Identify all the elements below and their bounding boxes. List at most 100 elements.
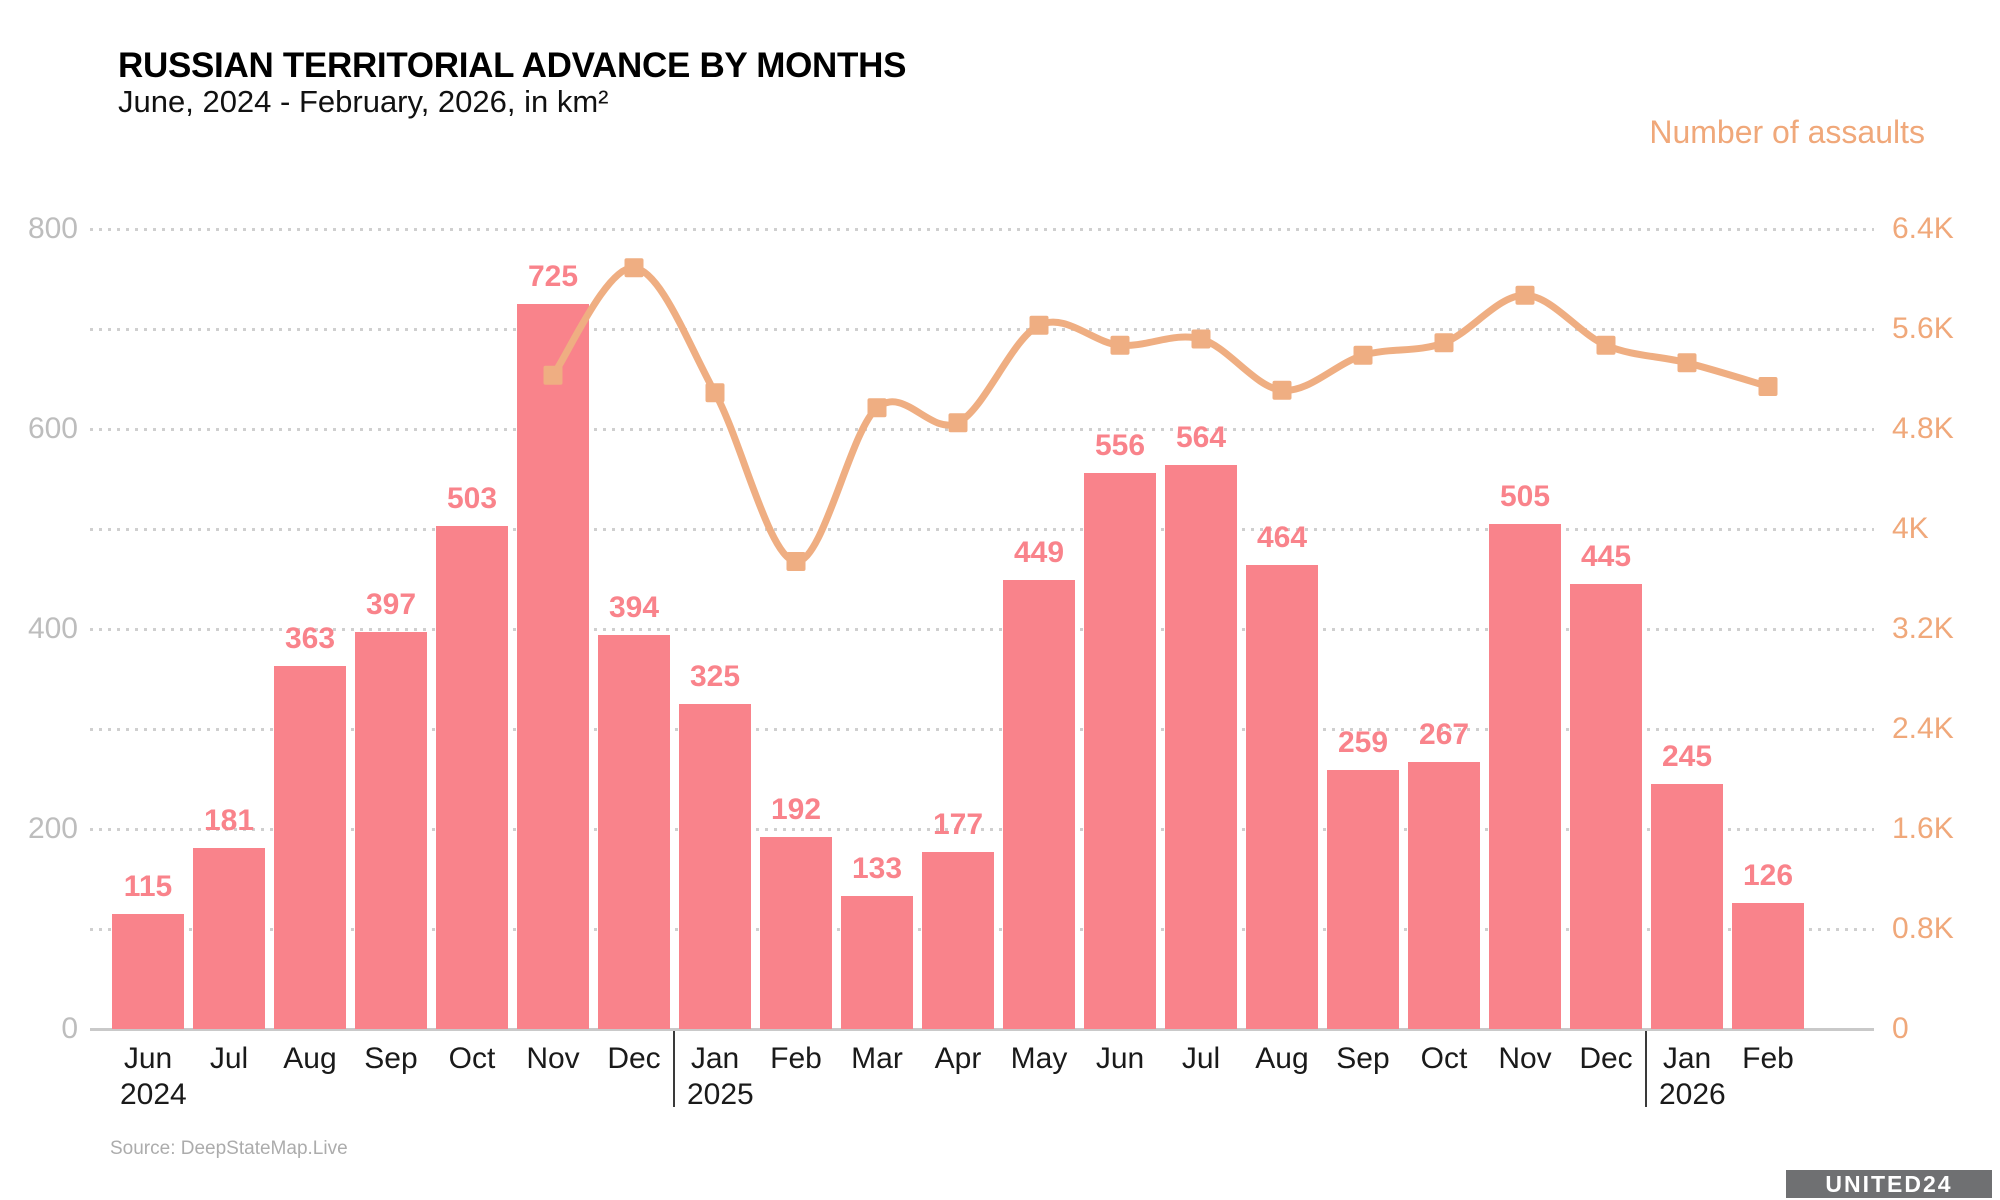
x-axis-baseline xyxy=(90,1028,1874,1031)
assaults-line-marker xyxy=(867,398,887,418)
x-axis-month-label: Dec xyxy=(607,1042,661,1075)
x-axis-year-label: 2025 xyxy=(687,1078,754,1111)
x-axis-month-label: Feb xyxy=(770,1042,822,1075)
bar-value-label: 449 xyxy=(1013,536,1065,569)
grid-line xyxy=(90,528,1874,531)
assaults-line-marker xyxy=(1353,345,1373,365)
bar xyxy=(598,635,670,1029)
bar xyxy=(517,304,589,1029)
bar xyxy=(1003,580,1075,1029)
bar xyxy=(841,896,913,1029)
x-axis-month-label: May xyxy=(1010,1042,1068,1075)
x-axis-month-label: Jan xyxy=(1662,1042,1712,1075)
right-axis-tick-label: 4.8K xyxy=(1892,412,1954,445)
x-axis-month-label: Nov xyxy=(1498,1042,1552,1075)
bar-value-label: 267 xyxy=(1418,718,1470,751)
x-axis-year-label: 2026 xyxy=(1659,1078,1726,1111)
bar-value-label: 725 xyxy=(527,260,579,293)
bar-value-label: 177 xyxy=(932,808,984,841)
grid-line xyxy=(90,828,1874,831)
x-axis-month-label: Aug xyxy=(1255,1042,1309,1075)
bar-value-label: 115 xyxy=(123,870,173,903)
right-axis-tick-label: 3.2K xyxy=(1892,612,1954,645)
source-note: Source: DeepStateMap.Live xyxy=(110,1138,348,1159)
left-axis-tick-label: 400 xyxy=(27,612,78,645)
x-axis-month-label: Jun xyxy=(123,1042,173,1075)
assaults-line-marker xyxy=(786,552,806,571)
bar-value-label: 126 xyxy=(1742,859,1794,892)
bar-value-label: 564 xyxy=(1175,421,1227,454)
bar-value-label: 181 xyxy=(203,804,255,837)
bar xyxy=(1489,524,1561,1029)
grid-line xyxy=(90,228,1874,231)
bar xyxy=(1327,770,1399,1029)
assaults-line-marker xyxy=(1515,285,1535,305)
x-axis-month-label: Sep xyxy=(1336,1042,1390,1075)
x-axis-month-label: Oct xyxy=(1420,1042,1468,1075)
assaults-line xyxy=(549,264,1772,565)
assaults-line-marker xyxy=(1596,335,1616,355)
bar-value-label: 133 xyxy=(851,852,903,885)
bar-value-label: 394 xyxy=(608,591,660,624)
right-axis-tick-label: 0.8K xyxy=(1892,912,1954,945)
bar-value-label: 445 xyxy=(1580,540,1632,573)
x-axis-month-label: Sep xyxy=(364,1042,418,1075)
united24-logo-text: UNITED24 xyxy=(1825,1170,1953,1197)
bar xyxy=(274,666,346,1029)
right-axis-title: Number of assaults xyxy=(1649,114,1925,150)
x-axis-month-label: Aug xyxy=(283,1042,337,1075)
bar-value-label: 397 xyxy=(365,588,417,621)
year-divider xyxy=(673,1031,675,1107)
assaults-line-marker xyxy=(1191,329,1211,349)
right-axis-tick-label: 0 xyxy=(1892,1012,1909,1045)
bar-value-label: 503 xyxy=(446,482,498,515)
bar xyxy=(922,852,994,1029)
right-axis-tick-label: 4K xyxy=(1892,512,1929,545)
bar xyxy=(1570,584,1642,1029)
assaults-line-marker xyxy=(1272,380,1292,400)
united24-logo: UNITED24 xyxy=(1786,1170,1992,1198)
grid-line xyxy=(90,728,1874,731)
bar-value-label: 325 xyxy=(689,660,741,693)
assaults-line-marker xyxy=(1677,353,1697,373)
assaults-line-marker xyxy=(1029,315,1049,335)
left-axis-tick-label: 200 xyxy=(27,812,78,845)
bar xyxy=(355,632,427,1029)
x-axis-month-label: Jul xyxy=(1181,1042,1221,1075)
bar xyxy=(760,837,832,1029)
x-axis-month-label: Apr xyxy=(934,1042,982,1075)
bar xyxy=(1084,473,1156,1029)
bar xyxy=(193,848,265,1029)
left-axis-tick-label: 0 xyxy=(61,1012,78,1045)
left-axis-tick-label: 800 xyxy=(27,212,78,245)
bar-value-label: 363 xyxy=(284,622,336,655)
bar-value-label: 245 xyxy=(1661,740,1713,773)
bar xyxy=(1651,784,1723,1029)
page-subtitle: June, 2024 - February, 2026, in km² xyxy=(118,84,609,119)
x-axis-year-label: 2024 xyxy=(120,1078,187,1111)
bar xyxy=(1732,903,1804,1029)
right-axis-tick-label: 5.6K xyxy=(1892,312,1954,345)
assaults-line-marker xyxy=(624,258,644,278)
x-axis-month-label: Jun xyxy=(1095,1042,1145,1075)
assaults-line-marker xyxy=(1758,377,1778,396)
x-axis-month-label: Mar xyxy=(851,1042,903,1075)
bar-value-label: 464 xyxy=(1256,521,1308,554)
x-axis-month-label: Jan xyxy=(690,1042,740,1075)
grid-line xyxy=(90,628,1874,631)
right-axis-tick-label: 1.6K xyxy=(1892,812,1954,845)
left-axis-tick-label: 600 xyxy=(27,412,78,445)
bar xyxy=(1408,762,1480,1029)
x-axis-month-label: Feb xyxy=(1742,1042,1794,1075)
bar-value-label: 192 xyxy=(770,793,822,826)
assaults-line-marker xyxy=(1110,335,1130,355)
bar xyxy=(679,704,751,1029)
right-axis-tick-label: 2.4K xyxy=(1892,712,1954,745)
x-axis-month-label: Nov xyxy=(526,1042,580,1075)
bar xyxy=(436,526,508,1029)
grid-line xyxy=(90,428,1874,431)
assaults-line-marker xyxy=(1434,333,1454,353)
bar xyxy=(1246,565,1318,1029)
